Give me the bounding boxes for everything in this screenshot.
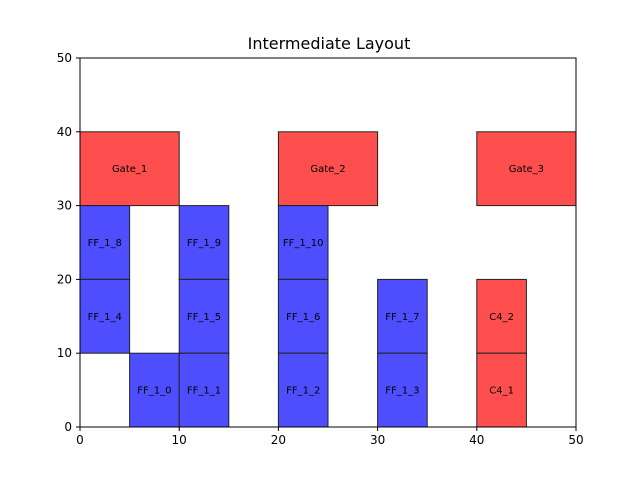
x-tick-label: 10 [172,433,187,447]
block-label: C4_1 [489,386,514,397]
block-label: Gate_2 [310,164,345,175]
layout-block: FF_1_8 [79,205,131,280]
block-rect [129,352,180,428]
block-label: FF_1_3 [385,386,419,397]
block-label: FF_1_0 [137,386,171,397]
block-label: FF_1_5 [187,312,221,323]
block-rect [178,278,230,354]
layout-block: Gate_1 [79,131,180,207]
layout-block: FF_1_5 [178,278,230,354]
chart-title: Intermediate Layout [248,34,411,53]
block-rect [476,131,577,207]
y-tick-label: 50 [57,51,72,65]
y-tick-label: 40 [57,125,72,139]
layout-block: Gate_3 [476,131,577,207]
y-tick-label: 0 [64,420,72,434]
layout-block: FF_1_6 [277,278,329,354]
layout-block: FF_1_4 [79,278,131,354]
block-label: FF_1_7 [385,312,419,323]
layout-block: FF_1_10 [277,205,329,280]
x-tick-label: 50 [568,433,583,447]
x-tick-label: 40 [469,433,484,447]
y-tick-label: 20 [57,272,72,286]
block-rect [79,205,131,280]
layout-block: Gate_2 [277,131,379,207]
blocks-layer: Gate_1 Gate_2 Gate_3 FF_1_8 FF_1_9 FF_1_10 FF_… [79,131,577,428]
block-label: FF_1_4 [88,312,122,323]
y-axis: 0 10 20 30 40 50 [57,51,80,434]
block-label: Gate_1 [112,164,147,175]
block-rect [79,278,131,354]
y-tick-label: 30 [57,199,72,213]
layout-block: C4_1 [476,352,527,428]
layout-block: FF_1_9 [178,205,230,280]
block-rect [277,352,329,428]
x-axis: 0 10 20 30 40 50 [76,427,584,447]
block-label: FF_1_9 [187,238,221,249]
block-label: FF_1_1 [187,386,221,397]
x-tick-label: 0 [76,433,84,447]
block-label: Gate_3 [509,164,544,175]
block-rect [79,131,180,207]
layout-block: FF_1_7 [377,278,428,354]
block-rect [277,205,329,280]
block-label: FF_1_10 [283,238,324,249]
block-rect [277,131,379,207]
y-tick-label: 10 [57,346,72,360]
layout-block: FF_1_3 [377,352,428,428]
block-rect [476,278,527,354]
layout-block: FF_1_2 [277,352,329,428]
x-tick-label: 30 [370,433,385,447]
block-label: C4_2 [489,312,514,323]
block-rect [476,352,527,428]
plot-frame [79,57,577,428]
block-label: FF_1_2 [286,386,320,397]
layout-block: C4_2 [476,278,527,354]
x-tick-label: 20 [271,433,286,447]
layout-block: FF_1_0 [129,352,180,428]
block-label: FF_1_8 [88,238,122,249]
block-rect [377,278,428,354]
layout-block: FF_1_1 [178,352,230,428]
block-label: FF_1_6 [286,312,320,323]
